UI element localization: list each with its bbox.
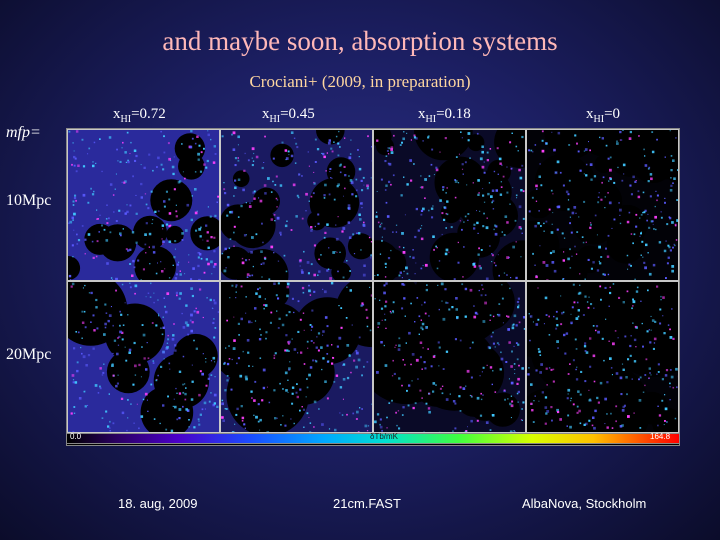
row-label-10mpc: 10Mpc	[6, 192, 52, 209]
footer-event: 21cm.FAST	[333, 496, 401, 511]
map-panel-r1c2	[220, 129, 373, 281]
row-label-20mpc: 20Mpc	[6, 346, 52, 363]
mfp-label: mfp=	[6, 124, 41, 141]
map-panel-r2c2	[220, 281, 373, 433]
colorbar-unit-label: δTb/mK	[370, 432, 399, 441]
slide-title: and maybe soon, absorption systems	[162, 26, 558, 56]
column-label-2: xHI=0.45	[262, 106, 315, 125]
map-panel-r2c3	[373, 281, 526, 433]
column-label-1: xHI=0.72	[113, 106, 166, 125]
map-panel-r2c1	[67, 281, 220, 433]
map-panel-r1c4	[526, 129, 679, 281]
column-label-4: xHI=0	[586, 106, 621, 125]
column-label-3: xHI=0.18	[418, 106, 471, 125]
slide-subtitle: Crociani+ (2009, in preparation)	[249, 72, 471, 91]
map-panel-r1c1	[67, 129, 220, 281]
colorbar-max-label: 164.8	[650, 432, 671, 441]
colorbar	[66, 433, 680, 444]
colorbar-min-label: 0.0	[70, 432, 82, 441]
map-panel-r2c4	[526, 281, 679, 433]
map-panel-r1c3	[373, 129, 526, 281]
footer-date: 18. aug, 2009	[118, 496, 198, 511]
footer-venue: AlbaNova, Stockholm	[522, 496, 647, 511]
simulation-map-grid	[66, 128, 680, 446]
